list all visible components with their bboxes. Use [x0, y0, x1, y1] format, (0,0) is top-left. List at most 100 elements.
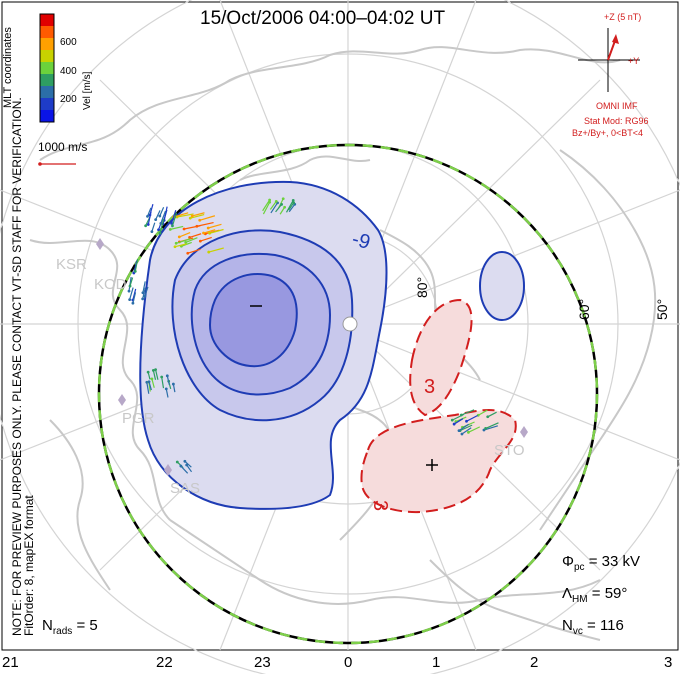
colorbar-swatch: [40, 62, 54, 74]
velocity-vector: [187, 248, 201, 254]
velocity-vector: [183, 225, 201, 230]
velocity-vector-origin: [188, 216, 192, 220]
velocity-vector: [165, 388, 169, 398]
station-ksr: KSR: [56, 256, 87, 273]
positive-potential-cell: [360, 298, 517, 514]
velocity-vector-origin: [150, 377, 154, 381]
imf-y-label: +Y: [628, 56, 640, 66]
imf-z-label: +Z (5 nT): [604, 12, 642, 22]
mlt-label-2: 2: [530, 654, 539, 671]
velocity-vector: [466, 414, 478, 422]
velocity-vector: [190, 213, 205, 219]
velocity-vector-origin: [151, 368, 155, 372]
velocity-vector-origin: [186, 251, 190, 255]
velocity-vector-origin: [465, 419, 468, 423]
velocity-vector-origin: [175, 460, 179, 464]
velocity-vector-origin: [274, 199, 278, 203]
velocity-vector-origin: [173, 245, 177, 249]
stat-cross-polar-potential: Φpc = 33 kV: [562, 553, 640, 573]
mlt-label-23: 23: [254, 654, 271, 671]
velocity-vector-origin: [452, 422, 456, 426]
velocity-vector: [180, 465, 189, 474]
velocity-vector-origin: [198, 218, 202, 222]
velocity-vector: [199, 215, 216, 221]
velocity-vector: [477, 409, 488, 416]
velocity-vector: [461, 427, 472, 435]
velocity-vector: [270, 202, 279, 214]
heppner-maynard-boundary-green: [97, 143, 599, 645]
velocity-vector-origin: [450, 418, 454, 422]
velocity-vector: [461, 409, 475, 416]
velocity-vector-origin: [160, 375, 164, 379]
velocity-vector-origin: [190, 214, 194, 218]
velocity-vector: [151, 222, 156, 232]
colorbar-swatch: [40, 50, 54, 62]
velocity-vector: [173, 212, 189, 218]
colorbar-tick-400: 400: [60, 66, 77, 77]
velocity-vector: [209, 228, 224, 234]
velocity-vector-origin: [154, 368, 157, 372]
velocity-vector: [192, 212, 205, 217]
map-frame: [1, 1, 679, 651]
mlt-label-1: 1: [432, 654, 441, 671]
velocity-vector: [459, 424, 473, 432]
velocity-vector: [171, 212, 178, 227]
velocity-vector: [129, 287, 134, 300]
velocity-vector: [189, 233, 202, 239]
contour-label-positive: 3: [424, 376, 436, 398]
velocity-vector: [468, 426, 481, 433]
velocity-vector: [453, 418, 464, 425]
stat-radar-count: Nrads = 5: [42, 617, 98, 637]
velocity-vector: [147, 211, 152, 225]
velocity-vector: [160, 210, 167, 224]
velocity-vector-origin: [131, 301, 135, 305]
velocity-vector: [170, 225, 184, 230]
velocity-vector-origin: [147, 380, 151, 384]
colorbar-label: Vel [m/s]: [82, 71, 93, 110]
colorbar-swatch: [40, 86, 54, 98]
velocity-vector-origin: [460, 432, 464, 436]
velocity-vector-origin: [150, 230, 154, 234]
velocity-vector: [174, 243, 187, 248]
velocity-vector-origin: [168, 227, 172, 231]
velocity-vector: [285, 200, 294, 213]
velocity-vector: [288, 203, 296, 213]
colorbar-swatch: [40, 26, 54, 38]
velocity-vector: [203, 229, 216, 234]
mlt-label-21: 21: [2, 654, 19, 671]
velocity-vector-origin: [157, 228, 160, 232]
pole-marker: [342, 316, 358, 332]
velocity-vector-origin: [183, 459, 187, 463]
velocity-vector: [159, 218, 165, 234]
velocity-vector: [132, 288, 137, 301]
velocity-vector-origin: [177, 235, 181, 239]
station-sas: SAS: [170, 480, 201, 497]
velocity-vector-origin: [128, 284, 132, 288]
velocity-vector-origin: [170, 221, 173, 225]
velocity-vector: [200, 236, 212, 242]
velocity-vector: [148, 381, 152, 391]
colorbar-tick-600: 600: [60, 37, 77, 48]
velocity-vector-origin: [182, 227, 186, 231]
velocity-vector: [171, 210, 177, 224]
velocity-vector-origin: [198, 239, 202, 243]
velocity-vector: [184, 460, 192, 468]
imf-source: OMNI IMF: [596, 101, 638, 111]
scale-label: 1000 m/s: [38, 140, 88, 154]
velocity-vector: [161, 376, 165, 389]
mlt-label-22: 22: [156, 654, 173, 671]
velocity-vector-origin: [128, 298, 132, 301]
velocity-vector-origin: [459, 413, 463, 417]
velocity-vector-origin: [268, 200, 272, 204]
velocity-vector: [146, 382, 150, 394]
stat-hm-latitude: ΛHM = 59°: [562, 585, 628, 605]
colorbar-swatch: [40, 14, 54, 26]
velocity-vector-origin: [188, 236, 192, 239]
velocity-vector-origin: [206, 226, 210, 230]
velocity-vector-origin: [146, 214, 149, 218]
velocity-vector-origin: [158, 214, 162, 218]
velocity-vector-origin: [165, 374, 169, 378]
velocity-vector-origin: [185, 463, 189, 467]
velocity-vector-origin: [141, 297, 145, 301]
velocity-vector: [269, 201, 277, 210]
